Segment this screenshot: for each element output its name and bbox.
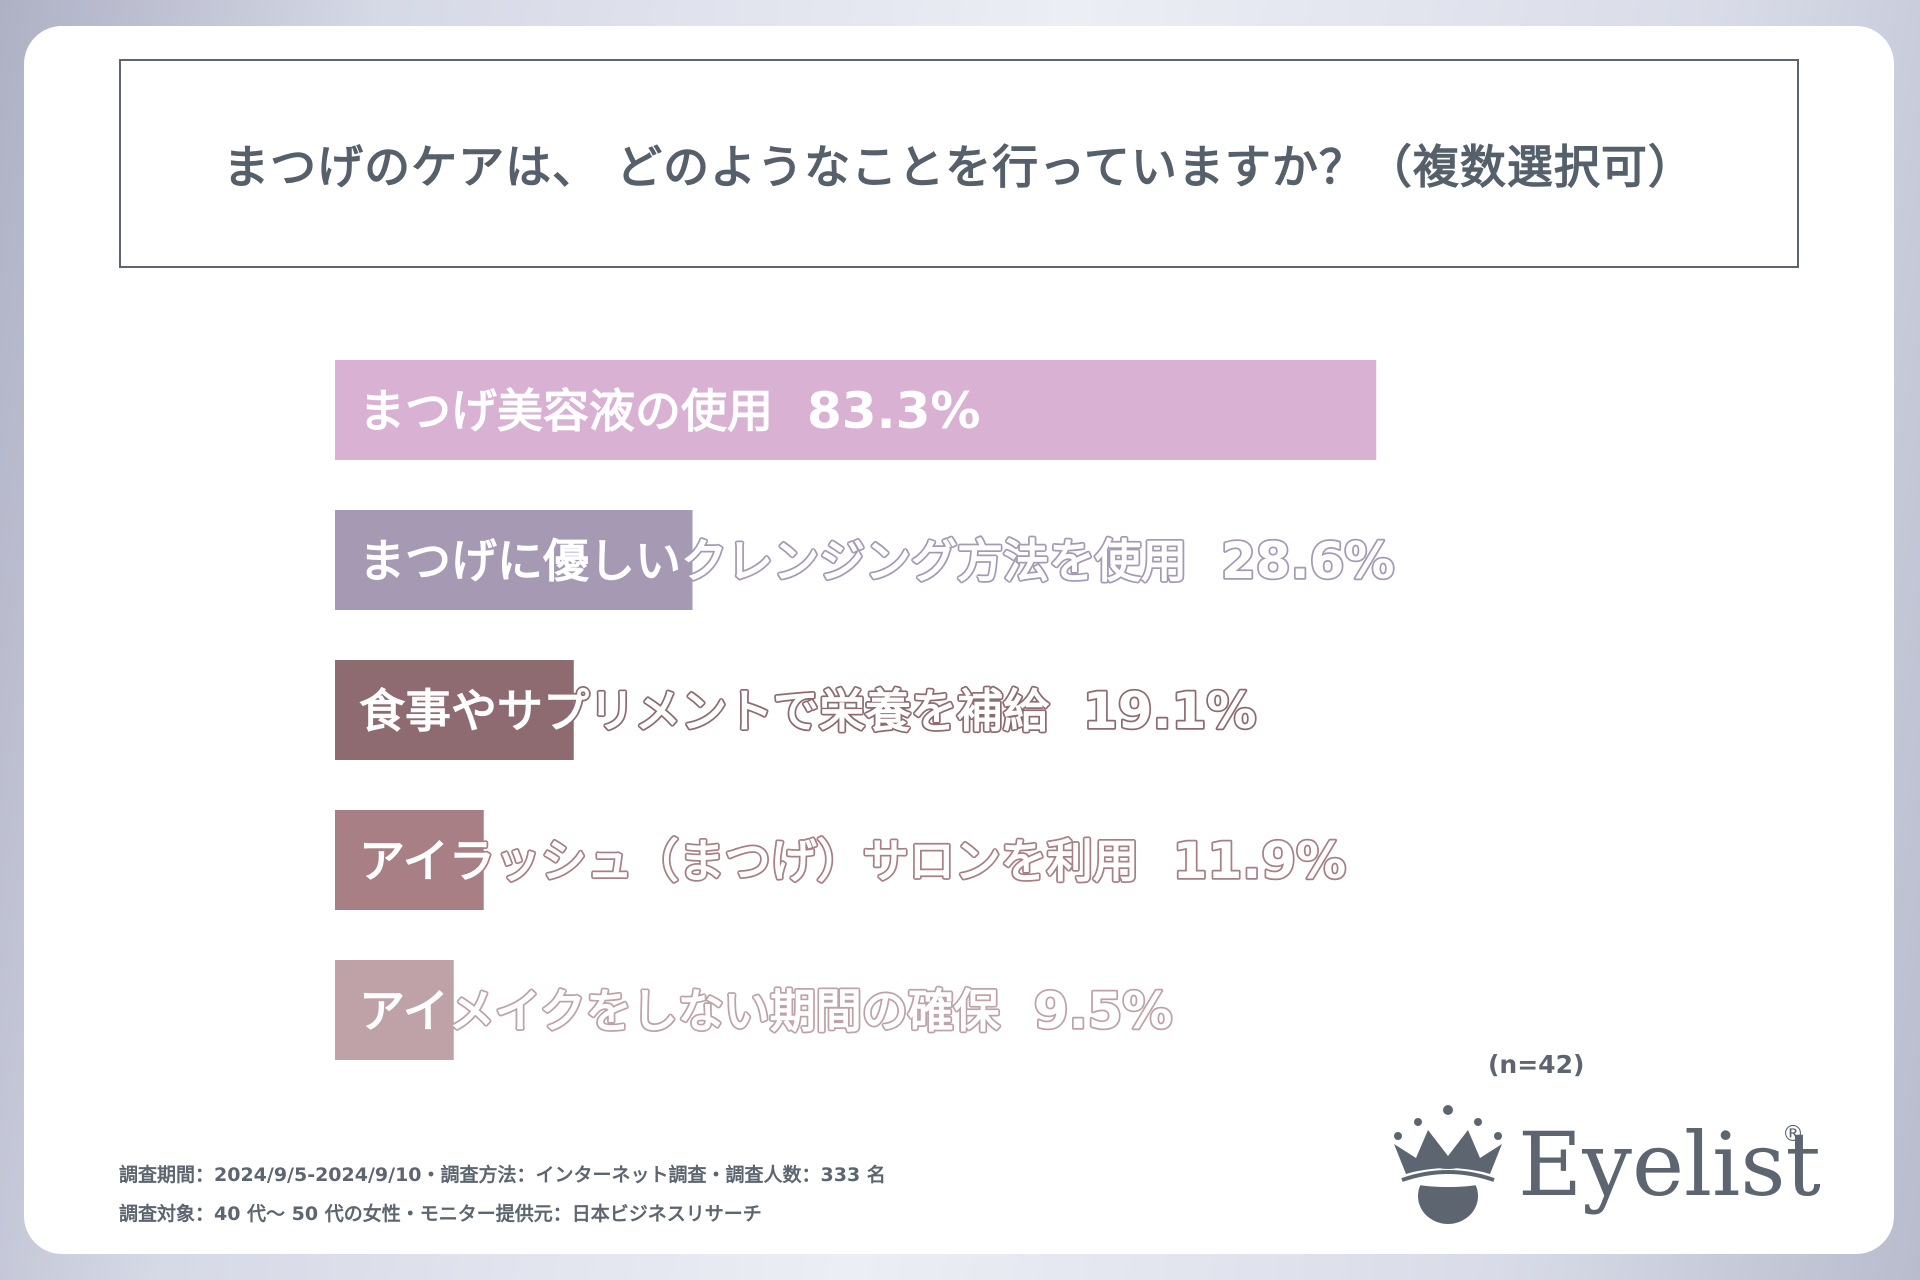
chart-title: まつげのケアは、 どのようなことを行っていますか？（複数選択可） <box>223 139 1695 194</box>
registered-mark: ® <box>1782 1122 1804 1147</box>
bar-1 <box>335 360 1377 460</box>
bar-value-5: 9.5% <box>1034 982 1173 1040</box>
bar-value-1: 83.3% <box>807 382 980 440</box>
bar-value-2: 28.6% <box>1221 532 1394 590</box>
bar-label-4: アイラッシュ（まつげ）サロンを利用 <box>359 834 1139 888</box>
survey-target-note: 調査対象：40 代〜 50 代の女性・モニター提供元：日本ビジネスリサーチ <box>119 1203 762 1225</box>
survey-period-note: 調査期間：2024/9/5-2024/9/10・調査方法：インターネット調査・調… <box>119 1164 886 1186</box>
crown-eye-icon <box>1394 1105 1502 1224</box>
title-box: まつげのケアは、 どのようなことを行っていますか？（複数選択可） <box>119 59 1799 268</box>
bar-4 <box>335 810 484 910</box>
bar-2 <box>335 510 693 610</box>
bar-label-3: 食事やサプリメントで栄養を補給 <box>359 684 1050 738</box>
bar-value-4: 11.9% <box>1173 832 1346 890</box>
bar-3 <box>335 660 574 760</box>
bar-5 <box>335 960 454 1060</box>
bar-label-1: まつげ美容液の使用 <box>359 384 773 438</box>
eyelist-logo: Eyelist ® <box>1388 1100 1821 1230</box>
bar-label-2: まつげに優しいクレンジング方法を使用 <box>359 534 1187 588</box>
logo-wordmark: Eyelist <box>1518 1113 1821 1216</box>
bar-label-5: アイメイクをしない期間の確保 <box>359 984 1001 1038</box>
sample-size-label: (n=42) <box>1488 1050 1585 1079</box>
bar-value-3: 19.1% <box>1083 682 1256 740</box>
